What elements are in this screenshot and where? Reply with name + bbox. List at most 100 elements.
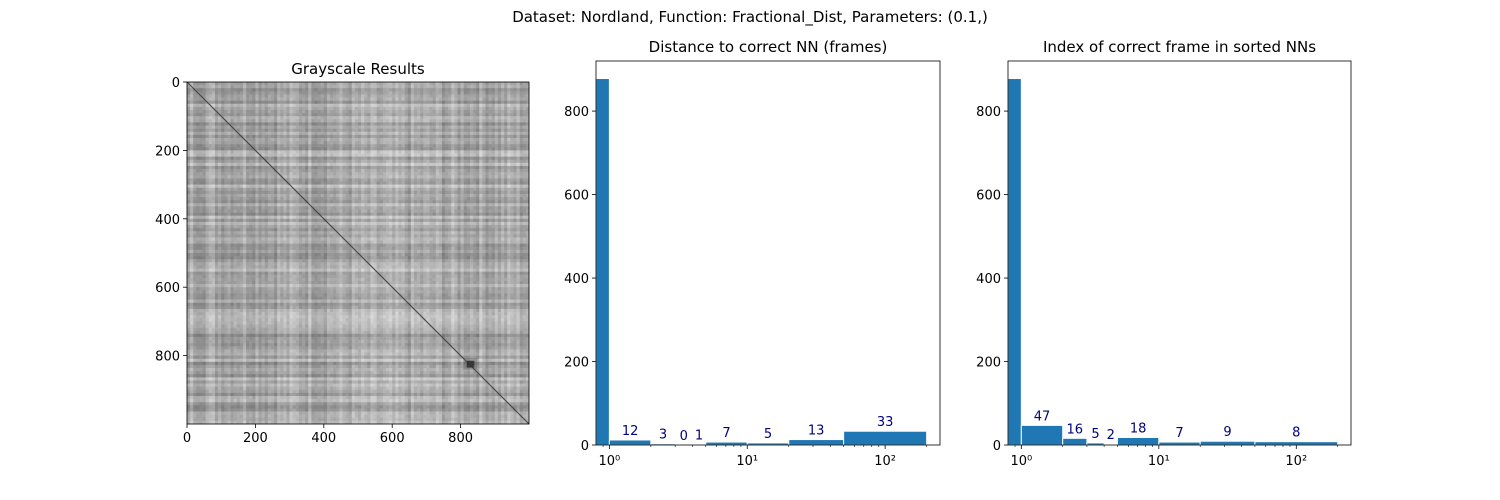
heatmap-cell	[479, 144, 483, 148]
heatmap-cell	[233, 94, 238, 98]
heatmap-cell	[376, 203, 381, 207]
heatmap-cell	[519, 137, 524, 142]
heatmap-cell	[463, 178, 468, 182]
heatmap-cell	[513, 175, 517, 179]
heatmap-cell	[379, 162, 384, 167]
heatmap-cell	[258, 125, 262, 129]
heatmap-cell	[516, 88, 520, 92]
heatmap-cell	[460, 113, 465, 117]
heatmap-cell	[497, 203, 502, 207]
heatmap-cell	[482, 159, 486, 164]
heatmap-cell	[286, 137, 290, 142]
heatmap-cell	[239, 190, 244, 195]
heatmap-cell	[438, 141, 443, 145]
heatmap-cell	[249, 82, 253, 86]
heatmap-cell	[205, 187, 210, 192]
heatmap-cell	[392, 94, 396, 98]
heatmap-cell	[292, 165, 297, 170]
heatmap-cell	[507, 91, 511, 95]
heatmap-cell	[305, 94, 309, 98]
heatmap-cell	[202, 137, 206, 142]
heatmap-cell	[333, 187, 337, 192]
heatmap-cell	[423, 88, 427, 92]
heatmap-cell	[190, 212, 194, 216]
heatmap-cell	[202, 209, 206, 213]
heatmap-cell	[367, 106, 371, 111]
heatmap-cell	[221, 165, 225, 170]
heatmap-cell	[389, 150, 393, 154]
heatmap-cell	[249, 203, 253, 207]
heatmap-cell	[504, 187, 508, 192]
heatmap-cell	[525, 100, 530, 105]
heatmap-cell	[488, 128, 492, 133]
heatmap-cell	[218, 218, 222, 223]
heatmap-cell	[485, 172, 489, 176]
heatmap-cell	[413, 193, 418, 198]
heatmap-cell	[522, 94, 527, 98]
heatmap-cell	[426, 137, 430, 142]
heatmap-cell	[208, 128, 213, 133]
heatmap-cell	[466, 103, 471, 108]
heatmap-cell	[323, 119, 328, 123]
heatmap-cell	[274, 197, 278, 201]
heatmap-cell	[510, 178, 514, 182]
heatmap-cell	[187, 128, 191, 133]
heatmap-cell	[330, 153, 334, 157]
heatmap-cell	[423, 113, 427, 117]
heatmap-cell	[451, 134, 455, 139]
heatmap-cell	[187, 125, 191, 129]
heatmap-cell	[445, 181, 449, 185]
heatmap-cell	[438, 134, 443, 139]
heatmap-cell	[466, 172, 471, 176]
heatmap-cell	[410, 119, 415, 123]
heatmap-cell	[258, 147, 262, 151]
heatmap-cell	[510, 150, 514, 154]
heatmap-cell	[280, 181, 284, 185]
heatmap-cell	[463, 156, 468, 161]
heatmap-cell	[457, 82, 461, 86]
heatmap-cell	[354, 215, 359, 220]
heatmap-cell	[426, 134, 430, 139]
heatmap-cell	[473, 190, 477, 195]
heatmap-cell	[258, 97, 262, 101]
heatmap-cell	[516, 193, 520, 198]
heatmap-cell	[205, 165, 210, 170]
heatmap-cell	[320, 162, 325, 167]
heatmap-cell	[522, 116, 527, 120]
heatmap-cell	[438, 184, 443, 189]
heatmap-cell	[274, 150, 278, 154]
heatmap-cell	[314, 88, 318, 92]
heatmap-cell	[460, 184, 465, 189]
heatmap-cell	[379, 141, 384, 145]
heatmap-cell	[246, 218, 250, 223]
heatmap-cell	[379, 94, 384, 98]
heatmap-cell	[205, 162, 210, 167]
heatmap-cell	[438, 193, 443, 198]
heatmap-cell	[311, 122, 315, 126]
heatmap-cell	[395, 187, 399, 192]
heatmap-cell	[280, 212, 284, 216]
heatmap-cell	[445, 94, 449, 98]
heatmap-cell	[466, 218, 471, 223]
heatmap-cell	[320, 193, 325, 198]
heatmap-cell	[361, 113, 365, 117]
heatmap-cell	[193, 212, 197, 216]
heatmap-cell	[333, 100, 337, 105]
heatmap-cell	[370, 137, 374, 142]
heatmap-cell	[417, 190, 421, 195]
heatmap-cell	[463, 150, 468, 154]
heatmap-cell	[429, 125, 433, 129]
heatmap-cell	[289, 197, 294, 201]
heatmap-cell	[473, 125, 477, 129]
heatmap-cell	[342, 200, 346, 204]
heatmap-cell	[292, 116, 297, 120]
heatmap-cell	[242, 94, 247, 98]
heatmap-cell	[342, 119, 346, 123]
heatmap-cell	[504, 141, 508, 145]
heatmap-cell	[320, 106, 325, 111]
heatmap-cell	[395, 85, 399, 89]
heatmap-cell	[214, 193, 219, 198]
heatmap-cell	[361, 215, 365, 220]
heatmap-cell	[242, 122, 247, 126]
heatmap-cell	[286, 119, 290, 123]
